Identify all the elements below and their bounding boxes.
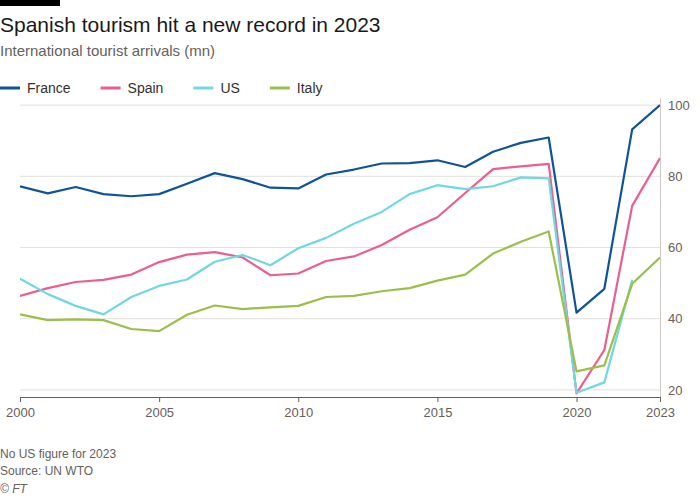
legend-label: US xyxy=(220,80,239,96)
grid-line xyxy=(20,318,660,319)
source: Source: UN WTO xyxy=(0,464,93,478)
y-tick: 80 xyxy=(660,169,682,184)
x-tick-label: 2023 xyxy=(646,405,675,420)
y-tick-label: 80 xyxy=(668,169,682,184)
x-tick: 2015 xyxy=(423,397,452,420)
top-bar xyxy=(0,0,60,6)
legend-swatch xyxy=(0,87,20,90)
y-axis: 20 40 60 80 100 xyxy=(660,98,690,398)
x-tick-label: 2005 xyxy=(145,405,174,420)
title: Spanish tourism hit a new record in 2023 xyxy=(0,13,381,36)
x-tick: 2020 xyxy=(563,397,592,420)
legend-item: Italy xyxy=(270,80,323,96)
x-tick: 2023 xyxy=(646,397,675,420)
credit: © FT xyxy=(0,482,29,496)
series-line xyxy=(20,177,632,392)
series-line xyxy=(20,231,660,371)
y-tick: 60 xyxy=(660,240,682,255)
legend-label: Spain xyxy=(128,80,164,96)
x-axis: 2000 2005 2010 2015 2020 2023 xyxy=(6,397,675,420)
note: No US figure for 2023 xyxy=(0,447,116,461)
x-tick-mark xyxy=(660,397,661,402)
subtitle: International tourist arrivals (mn) xyxy=(0,42,215,59)
x-tick-label: 2015 xyxy=(423,405,452,420)
y-tick-label: 100 xyxy=(668,98,690,113)
grid-line xyxy=(20,176,660,177)
x-tick-label: 2000 xyxy=(6,405,35,420)
legend: France Spain US Italy xyxy=(0,80,323,96)
x-tick-mark xyxy=(577,397,578,402)
legend-label: France xyxy=(27,80,71,96)
y-tick-label: 60 xyxy=(668,240,682,255)
legend-item: US xyxy=(193,80,239,96)
lines xyxy=(20,105,660,393)
grid-line xyxy=(20,389,660,390)
x-tick-mark xyxy=(298,397,299,402)
series-line xyxy=(20,158,660,393)
y-tick: 100 xyxy=(660,98,690,113)
chart: Spanish tourism hit a new record in 2023… xyxy=(0,0,700,500)
legend-label: Italy xyxy=(297,80,323,96)
y-tick-label: 40 xyxy=(668,311,682,326)
x-tick-mark xyxy=(20,397,21,402)
x-tick-mark xyxy=(437,397,438,402)
x-tick-mark xyxy=(159,397,160,402)
x-tick: 2010 xyxy=(284,397,313,420)
grid-line xyxy=(20,105,660,106)
y-axis-line xyxy=(660,99,661,398)
legend-item: Spain xyxy=(101,80,164,96)
y-tick-label: 20 xyxy=(668,383,682,398)
y-tick: 20 xyxy=(660,383,682,398)
legend-swatch xyxy=(270,87,290,90)
y-tick: 40 xyxy=(660,311,682,326)
grid xyxy=(20,105,660,390)
grid-line xyxy=(20,247,660,248)
x-tick-label: 2010 xyxy=(284,405,313,420)
x-tick: 2005 xyxy=(145,397,174,420)
x-tick: 2000 xyxy=(6,397,35,420)
legend-swatch xyxy=(101,87,121,90)
x-axis-line xyxy=(21,398,661,403)
legend-swatch xyxy=(193,87,213,90)
legend-item: France xyxy=(0,80,71,96)
x-tick-label: 2020 xyxy=(563,405,592,420)
